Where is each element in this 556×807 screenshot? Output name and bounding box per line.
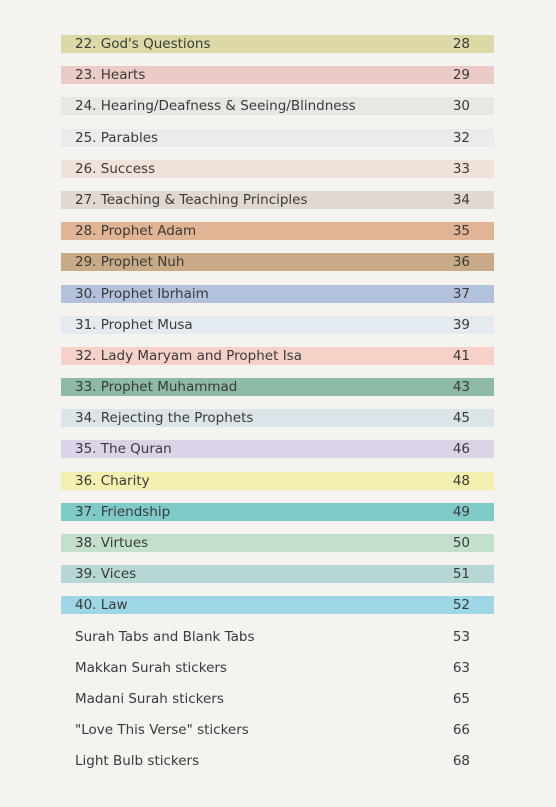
toc-entry-page-number: 49 xyxy=(452,503,470,520)
toc-entry[interactable]: 33. Prophet Muhammad 43 xyxy=(61,378,494,397)
toc-entry-title: Surah Tabs and Blank Tabs xyxy=(75,628,255,645)
toc-entry-page-number: 46 xyxy=(452,441,470,458)
toc-entry[interactable]: 26. Success 33 xyxy=(61,159,494,178)
toc-entry-page-number: 41 xyxy=(452,347,470,364)
toc-entry-page-number: 37 xyxy=(452,285,470,302)
toc-entry-title: 31. Prophet Musa xyxy=(75,316,193,333)
toc-entry[interactable]: 27. Teaching & Teaching Principles 34 xyxy=(61,190,494,209)
toc-entry[interactable]: 30. Prophet Ibrhaim 37 xyxy=(61,284,494,303)
toc-entry-page-number: 65 xyxy=(452,690,470,707)
toc-entry-title: 24. Hearing/Deafness & Seeing/Blindness xyxy=(75,98,356,115)
toc-entry-title: 29. Prophet Nuh xyxy=(75,254,185,271)
toc-entry[interactable]: 38. Virtues 50 xyxy=(61,534,494,552)
toc-entry-page-number: 48 xyxy=(452,472,470,489)
toc-entry-title: 27. Teaching & Teaching Principles xyxy=(75,191,308,208)
toc-entry[interactable]: 37. Friendship 49 xyxy=(61,502,494,521)
toc-entry-page-number: 29 xyxy=(452,67,470,84)
toc-entry-title: 35. The Quran xyxy=(75,441,172,458)
toc-entry-page-number: 45 xyxy=(452,410,470,427)
toc-entry-page-number: 33 xyxy=(452,160,470,177)
toc-entry[interactable]: 22. God's Questions 28 xyxy=(61,35,494,53)
toc-entry[interactable]: "Love This Verse" stickers 66 xyxy=(61,721,494,739)
toc-entry-page-number: 53 xyxy=(452,628,470,645)
toc-entry-title: Makkan Surah stickers xyxy=(75,659,227,676)
toc-entry[interactable]: Light Bulb stickers 68 xyxy=(61,752,494,770)
toc-entry-page-number: 34 xyxy=(452,191,470,208)
toc-entry-title: 26. Success xyxy=(75,160,156,177)
toc-entry-title: 40. Law xyxy=(75,597,128,614)
toc-entry-title: 32. Lady Maryam and Prophet Isa xyxy=(75,347,302,364)
toc-entry[interactable]: 35. The Quran 46 xyxy=(61,440,494,459)
toc-entry-title: 28. Prophet Adam xyxy=(75,223,197,240)
toc-entry[interactable]: 31. Prophet Musa 39 xyxy=(61,315,494,334)
toc-entry-page-number: 39 xyxy=(452,316,470,333)
toc-entry[interactable]: 24. Hearing/Deafness & Seeing/Blindness 3… xyxy=(61,97,494,116)
toc-entry-title: 30. Prophet Ibrhaim xyxy=(75,285,209,302)
toc-entry-page-number: 66 xyxy=(452,722,470,739)
toc-entry-title: 23. Hearts xyxy=(75,67,146,84)
toc-entry-title: 37. Friendship xyxy=(75,503,171,520)
toc-entry-page-number: 63 xyxy=(452,659,470,676)
toc-entry-title: 34. Rejecting the Prophets xyxy=(75,410,254,427)
toc-entry[interactable]: 25. Parables 32 xyxy=(61,128,494,147)
toc-entry[interactable]: 36. Charity 48 xyxy=(61,471,494,490)
toc-entry[interactable]: 39. Vices 51 xyxy=(61,565,494,584)
toc-entry-page-number: 30 xyxy=(452,98,470,115)
toc-entry[interactable]: 28. Prophet Adam 35 xyxy=(61,222,494,241)
toc-entry[interactable]: 40. Law 52 xyxy=(61,596,494,615)
toc-entry[interactable]: 34. Rejecting the Prophets 45 xyxy=(61,409,494,428)
toc-entry-title: Light Bulb stickers xyxy=(75,753,200,770)
toc-entry-title: "Love This Verse" stickers xyxy=(75,722,249,739)
toc-entry[interactable]: Madani Surah stickers 65 xyxy=(61,690,494,708)
toc-entry-page-number: 43 xyxy=(452,379,470,396)
toc-entry-page-number: 35 xyxy=(452,223,470,240)
toc-entry-page-number: 50 xyxy=(452,535,470,551)
toc-entry[interactable]: 29. Prophet Nuh 36 xyxy=(61,253,494,272)
toc-entry-title: Madani Surah stickers xyxy=(75,690,224,707)
toc-entry-title: 22. God's Questions xyxy=(75,36,211,52)
toc-entry-title: 38. Virtues xyxy=(75,535,149,551)
toc-entry-title: 39. Vices xyxy=(75,566,137,583)
toc-entry-title: 25. Parables xyxy=(75,129,159,146)
toc-entry-page-number: 36 xyxy=(452,254,470,271)
toc-entry-page-number: 51 xyxy=(452,566,470,583)
toc-entry[interactable]: 32. Lady Maryam and Prophet Isa 41 xyxy=(61,346,494,365)
toc-entry-page-number: 68 xyxy=(452,753,470,770)
table-of-contents: 22. God's Questions 28 23. Hearts 29 24. Hea… xyxy=(61,35,494,784)
toc-entry-page-number: 32 xyxy=(452,129,470,146)
toc-entry-title: 36. Charity xyxy=(75,472,150,489)
toc-entry[interactable]: Surah Tabs and Blank Tabs 53 xyxy=(61,628,494,646)
toc-entry[interactable]: 23. Hearts 29 xyxy=(61,66,494,85)
toc-entry[interactable]: Makkan Surah stickers 63 xyxy=(61,659,494,677)
toc-entry-page-number: 52 xyxy=(452,597,470,614)
toc-entry-page-number: 28 xyxy=(452,36,470,52)
toc-entry-title: 33. Prophet Muhammad xyxy=(75,379,238,396)
